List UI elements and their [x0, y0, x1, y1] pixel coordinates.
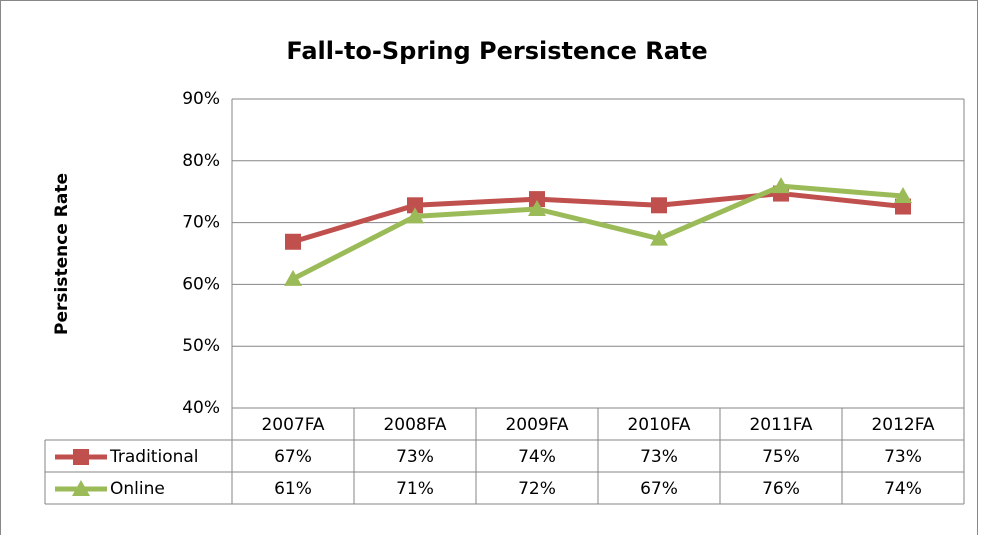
table-value: 73% [396, 447, 434, 467]
data-point [894, 187, 912, 204]
y-tick-label: 80% [182, 151, 220, 171]
legend-label: Online [110, 479, 165, 499]
legend-label: Traditional [109, 447, 199, 467]
data-point [772, 177, 790, 194]
y-tick-label: 50% [182, 336, 220, 356]
x-tick-label: 2009FA [505, 415, 568, 435]
data-point [529, 191, 545, 208]
data-point [284, 269, 302, 286]
y-tick-label: 60% [182, 274, 220, 294]
x-tick-label: 2012FA [871, 415, 934, 435]
data-point [407, 197, 423, 214]
table-value: 67% [640, 479, 678, 499]
table-value: 71% [396, 479, 434, 499]
data-point [651, 197, 667, 214]
table-value: 72% [518, 479, 556, 499]
data-point [650, 229, 668, 246]
table-value: 73% [884, 447, 922, 467]
x-tick-label: 2011FA [749, 415, 812, 435]
y-axis-label: Persistence Rate [52, 173, 72, 335]
data-point [285, 233, 301, 250]
y-tick-label: 40% [182, 398, 220, 418]
x-tick-label: 2007FA [261, 415, 324, 435]
data-point [528, 200, 546, 217]
table-value: 73% [640, 447, 678, 467]
chart-title: Fall-to-Spring Persistence Rate [286, 37, 707, 65]
y-tick-label: 70% [182, 213, 220, 233]
table-value: 76% [762, 479, 800, 499]
series-line [291, 183, 904, 282]
legend-marker [73, 449, 89, 465]
y-tick-label: 90% [182, 89, 220, 109]
table-value: 74% [884, 479, 922, 499]
x-tick-label: 2008FA [383, 415, 446, 435]
data-point [406, 207, 424, 224]
table-value: 75% [762, 447, 800, 467]
table-value: 67% [274, 447, 312, 467]
table-value: 74% [518, 447, 556, 467]
legend-marker [72, 480, 90, 496]
x-tick-label: 2010FA [627, 415, 690, 435]
series-line [292, 191, 904, 245]
table-value: 61% [274, 479, 312, 499]
